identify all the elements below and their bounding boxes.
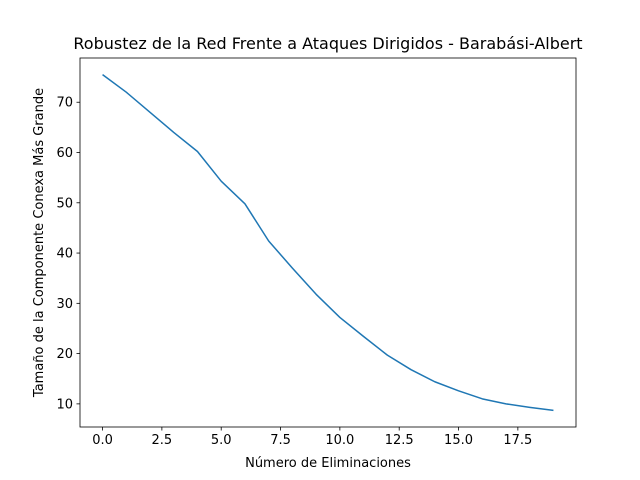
y-tick-label: 40 — [56, 247, 73, 262]
y-tick-label: 20 — [56, 347, 73, 362]
y-axis: 10 20 30 40 50 60 70 — [56, 96, 80, 412]
x-tick-label: 7.5 — [270, 433, 291, 448]
plot-area — [102, 73, 554, 412]
y-axis-label: Tamaño de la Componente Conexa Más Grand… — [32, 88, 47, 398]
y-tick-label: 70 — [56, 96, 73, 111]
x-axis-label: Número de Eliminaciones — [245, 456, 411, 471]
x-tick-label: 10.0 — [325, 433, 354, 448]
x-axis: 0.0 2.5 5.0 7.5 10.0 12.5 15.0 17.5 — [92, 427, 532, 448]
y-tick-label: 50 — [56, 196, 73, 211]
y-tick-label: 30 — [56, 297, 73, 312]
axes-frame — [79, 57, 577, 428]
x-tick-label: 5.0 — [211, 433, 232, 448]
y-tick-label: 10 — [56, 397, 73, 412]
x-tick-label: 2.5 — [152, 433, 173, 448]
x-tick-label: 0.0 — [92, 433, 113, 448]
series-line-0 — [102, 73, 554, 412]
y-tick-label: 60 — [56, 146, 73, 161]
chart-title: Robustez de la Red Frente a Ataques Diri… — [73, 34, 582, 53]
x-tick-label: 15.0 — [444, 433, 473, 448]
x-tick-label: 12.5 — [385, 433, 414, 448]
x-tick-label: 17.5 — [503, 433, 532, 448]
